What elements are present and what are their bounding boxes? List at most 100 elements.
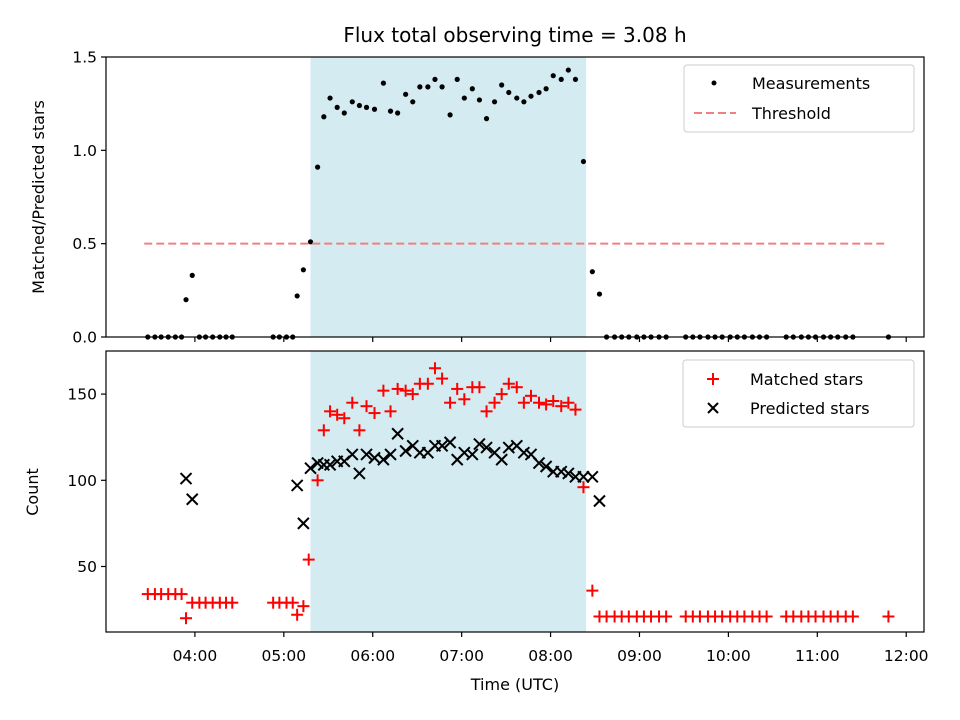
top-y-axis-label: Matched/Predicted stars [29,100,48,294]
bottom-y-tick-label: 50 [77,558,97,576]
matched-stars-point [226,596,239,609]
measurement-point [580,158,587,165]
matched-stars-point [586,584,599,597]
matched-stars-point [495,388,508,401]
measurement-point [543,86,549,92]
predicted-stars-point [539,460,553,473]
bottom-legend: Matched stars Predicted stars [682,359,915,428]
matched-stars-point [577,481,590,494]
bottom-y-tick-label: 150 [67,386,97,404]
measurement-point [321,114,327,120]
top-x-ticks [194,337,907,342]
predicted-stars-point [323,458,337,471]
predicted-stars-point [391,427,404,440]
bottom-panel: 50 100 150 04:00 05:00 06:00 07:00 08:00 09:00 1… [23,350,929,694]
legend-predicted-marker [707,402,719,414]
bottom-y-tick-label: 100 [67,472,97,490]
measurement-point [536,89,542,96]
top-axes-frame [105,56,925,338]
legend-measurements-marker [711,80,717,86]
matched-stars-point [180,612,193,625]
measurement-point [439,84,445,90]
measurement-point [483,116,490,122]
measurement-point [521,99,527,105]
matched-stars-point [846,610,859,623]
matched-stars-point [444,396,457,409]
measurement-point [294,293,300,299]
legend-matched-label: Matched stars [750,370,863,389]
measurement-point [528,93,534,99]
matched-stars-point [291,608,304,621]
measurement-point [589,269,595,275]
measurement-point [432,76,438,82]
matched-stars-point [660,610,673,623]
matched-stars-point [384,405,397,418]
measurement-point [506,89,512,96]
matched-stars-point [428,362,441,375]
measurement-point [447,112,453,118]
measurement-point [410,99,416,105]
matched-stars-point [317,424,330,437]
measurement-point [550,73,556,79]
matched-stars-point [399,384,412,397]
measurement-point [356,102,363,109]
x-tick-label: 06:00 [350,647,395,665]
predicted-stars-point [593,494,606,508]
top-y-tick-label: 0.5 [72,235,97,253]
measurement-point [315,164,321,170]
predicted-stars-point [517,446,531,459]
x-axis-label: Time (UTC) [470,675,559,694]
x-tick-label: 11:00 [795,647,840,665]
measurement-point [425,84,431,90]
shaded-span-top [310,57,587,337]
measurement-point [300,267,306,273]
matched-stars-point [488,396,501,409]
matched-stars-point [346,396,359,409]
measurement-point [189,272,195,278]
bottom-y-ticks: 50 100 150 [67,386,106,576]
measurement-point [491,99,498,105]
legend-predicted-label: Predicted stars [750,399,870,418]
predicted-stars-point [384,448,397,461]
matched-stars-point [540,398,553,411]
matched-stars-point [324,405,337,418]
bottom-x-ticks: 04:00 05:00 06:00 07:00 08:00 09:00 10:00 11:00… [173,632,929,665]
bottom-plot-area [141,362,895,625]
matched-stars-point [547,394,560,407]
top-y-tick-label: 1.5 [72,49,97,67]
matched-stars-point [302,553,315,566]
bottom-y-axis-label: Count [23,468,42,516]
matched-stars-point [353,424,366,437]
x-tick-label: 05:00 [261,647,306,665]
matched-stars-point [517,396,530,409]
shaded-span-bottom [310,351,587,632]
matched-stars-point [882,610,895,623]
measurement-point [349,99,355,105]
predicted-stars-point [562,467,575,480]
matched-stars-point [510,381,523,394]
measurement-point [307,239,314,245]
matched-stars-point [331,408,344,421]
matched-stars-point [562,396,575,409]
top-y-ticks: 0.0 0.5 1.0 1.5 [72,49,106,347]
predicted-stars-point [353,467,366,480]
x-tick-label: 08:00 [528,647,573,665]
x-tick-label: 10:00 [706,647,751,665]
matched-stars-point [311,474,324,487]
matched-stars-point [760,610,773,623]
bottom-legend-box [682,359,915,428]
matched-stars-point [406,388,419,401]
chart-title: Flux total observing time = 3.08 h [343,23,686,47]
predicted-stars-point [399,444,412,458]
matched-stars-point [297,600,310,613]
predicted-stars-point [360,448,373,461]
matched-stars-point [533,396,546,409]
top-panel: 0.0 0.5 1.0 1.5 Matched/Predicted stars Mea… [29,49,925,347]
measurement-point [469,86,475,92]
measurement-point [476,97,483,103]
measurement-point [454,76,460,82]
measurement-point [417,84,423,90]
predicted-stars-point [555,465,568,478]
x-tick-label: 12:00 [884,647,929,665]
